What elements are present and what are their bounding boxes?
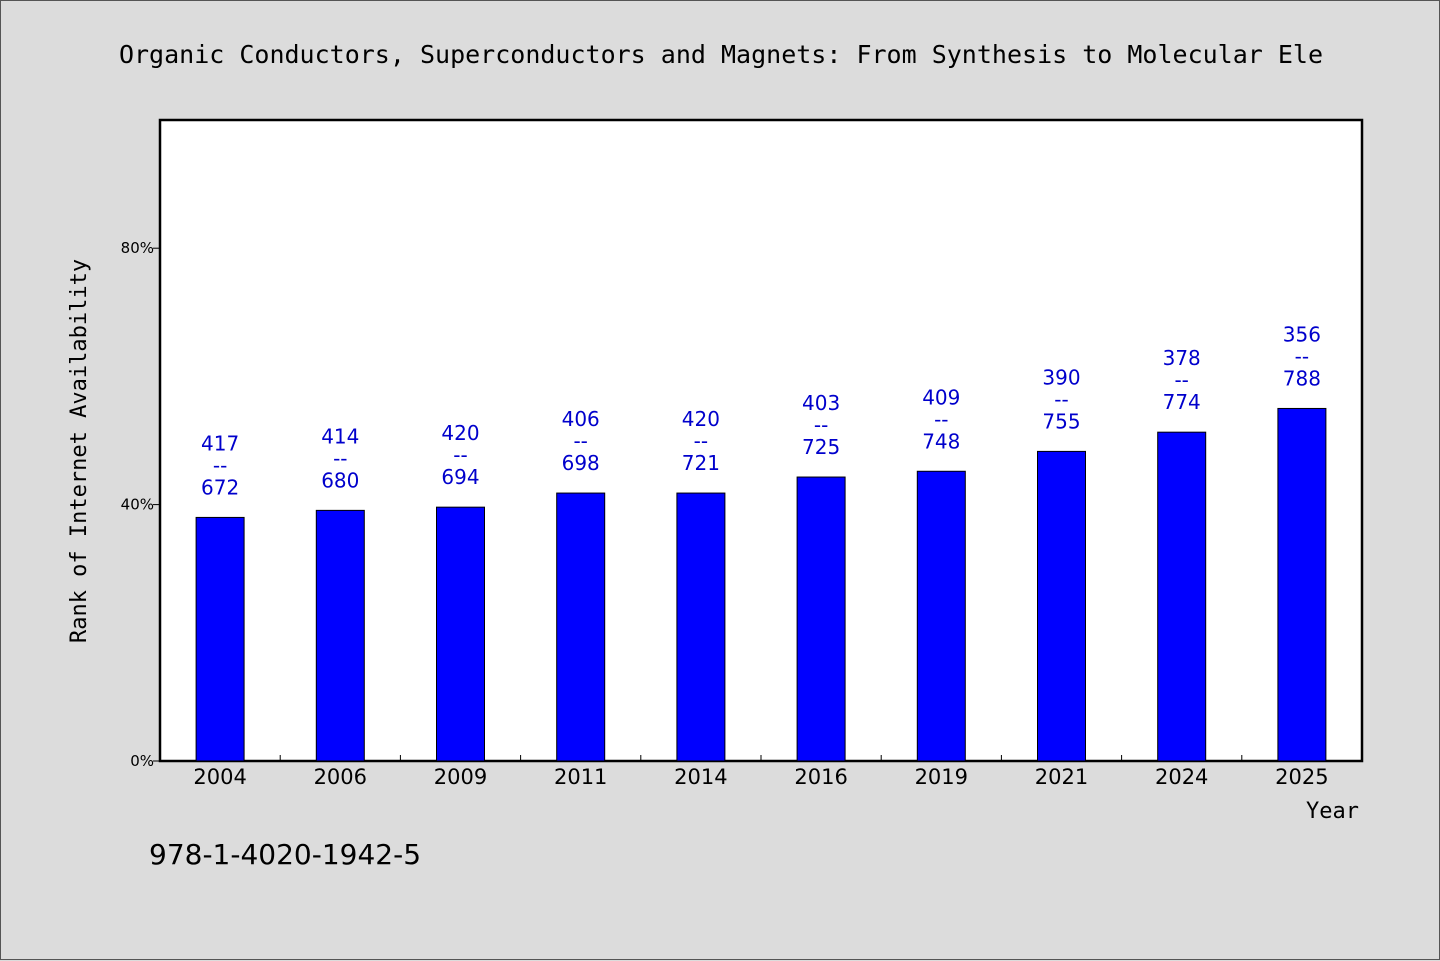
data-label-2011-top: 406: [562, 407, 600, 431]
bar-2006: [315, 509, 365, 762]
data-label-2025-bottom: 788: [1283, 366, 1321, 390]
data-label-2021-top: 390: [1042, 365, 1080, 389]
x-tick-label-2009: 2009: [434, 765, 487, 789]
data-label-2025-sep: --: [1295, 344, 1309, 368]
isbn-footnote: 978-1-4020-1942-5: [149, 838, 421, 871]
data-label-2021-bottom: 755: [1042, 409, 1080, 433]
data-label-2004-top: 417: [201, 431, 239, 455]
data-label-2014-sep: --: [694, 429, 708, 453]
data-label-2019-bottom: 748: [922, 429, 960, 453]
data-label-2006-sep: --: [333, 446, 347, 470]
data-label-2024-sep: --: [1174, 368, 1188, 392]
data-label-2024-top: 378: [1163, 346, 1201, 370]
chart-title: Organic Conductors, Superconductors and …: [119, 40, 1323, 69]
data-label-2009-top: 420: [441, 421, 479, 445]
bar-2025: [1277, 407, 1327, 762]
data-label-2009-sep: --: [453, 443, 467, 467]
data-label-2016-bottom: 725: [802, 435, 840, 459]
x-tick-label-2011: 2011: [554, 765, 607, 789]
y-tick-label-40: 40%: [121, 496, 154, 514]
bar-2024: [1157, 431, 1207, 762]
bar-2016: [796, 476, 846, 762]
bar-2014: [676, 492, 726, 762]
x-tick-label-2014: 2014: [674, 765, 727, 789]
bars-group: [195, 407, 1327, 762]
data-label-2021-sep: --: [1054, 387, 1068, 411]
data-label-2011-sep: --: [573, 429, 587, 453]
y-tick-label-80: 80%: [121, 239, 154, 257]
data-label-2004-sep: --: [213, 453, 227, 477]
data-label-2019-sep: --: [934, 407, 948, 431]
x-tick-label-2019: 2019: [915, 765, 968, 789]
data-label-2025-top: 356: [1283, 322, 1321, 346]
x-tick-label-2021: 2021: [1035, 765, 1088, 789]
data-label-2016-sep: --: [814, 413, 828, 437]
y-axis: 0% 40% 80%: [121, 239, 160, 770]
x-tick-label-2024: 2024: [1155, 765, 1208, 789]
data-label-2006-top: 414: [321, 424, 359, 448]
data-label-2024-bottom: 774: [1163, 390, 1201, 414]
data-label-2014-top: 420: [682, 407, 720, 431]
bar-2004: [195, 516, 245, 762]
bar-2009: [436, 506, 485, 762]
data-label-2014-bottom: 721: [682, 451, 720, 475]
data-labels-group: 417--672414--680420--694406--698420--721…: [201, 322, 1321, 499]
data-label-2019-top: 409: [922, 385, 960, 409]
data-label-2011-bottom: 698: [562, 451, 600, 475]
x-tick-label-2006: 2006: [314, 765, 367, 789]
bar-2011: [556, 492, 606, 762]
data-label-2009-bottom: 694: [441, 465, 479, 489]
bar-2021: [1037, 450, 1086, 762]
x-axis: 2004 2006 2009 2011 2014 2016 2019 2021 2024 2025: [193, 755, 1329, 789]
y-axis-label: Rank of Internet Availability: [67, 259, 92, 643]
data-label-2004-bottom: 672: [201, 475, 239, 499]
y-tick-label-0: 0%: [130, 752, 154, 770]
data-label-2016-top: 403: [802, 391, 840, 415]
x-tick-label-2004: 2004: [193, 765, 246, 789]
bar-2019: [916, 470, 966, 762]
x-axis-label: Year: [1306, 799, 1359, 824]
x-tick-label-2016: 2016: [794, 765, 847, 789]
x-tick-label-2025: 2025: [1275, 765, 1328, 789]
data-label-2006-bottom: 680: [321, 468, 359, 492]
